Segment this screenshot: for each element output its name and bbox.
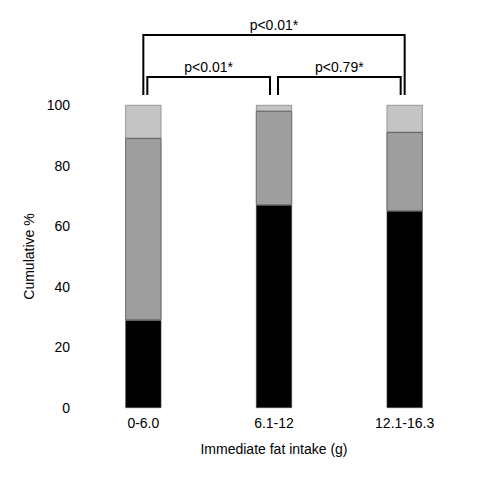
svg-text:20: 20 [54,339,70,355]
svg-text:Cumulative %: Cumulative % [21,213,37,299]
svg-text:100: 100 [47,97,71,113]
svg-text:p<0.01*: p<0.01* [184,59,233,75]
svg-text:6.1-12: 6.1-12 [254,415,294,431]
svg-text:0-6.0: 0-6.0 [127,415,159,431]
svg-text:p<0.79*: p<0.79* [315,59,364,75]
svg-text:Immediate fat intake (g): Immediate fat intake (g) [200,441,347,457]
svg-text:60: 60 [54,218,70,234]
svg-text:p<0.01*: p<0.01* [250,17,299,33]
svg-text:40: 40 [54,279,70,295]
svg-text:0: 0 [62,400,70,416]
svg-text:12.1-16.3: 12.1-16.3 [375,415,434,431]
svg-text:80: 80 [54,158,70,174]
